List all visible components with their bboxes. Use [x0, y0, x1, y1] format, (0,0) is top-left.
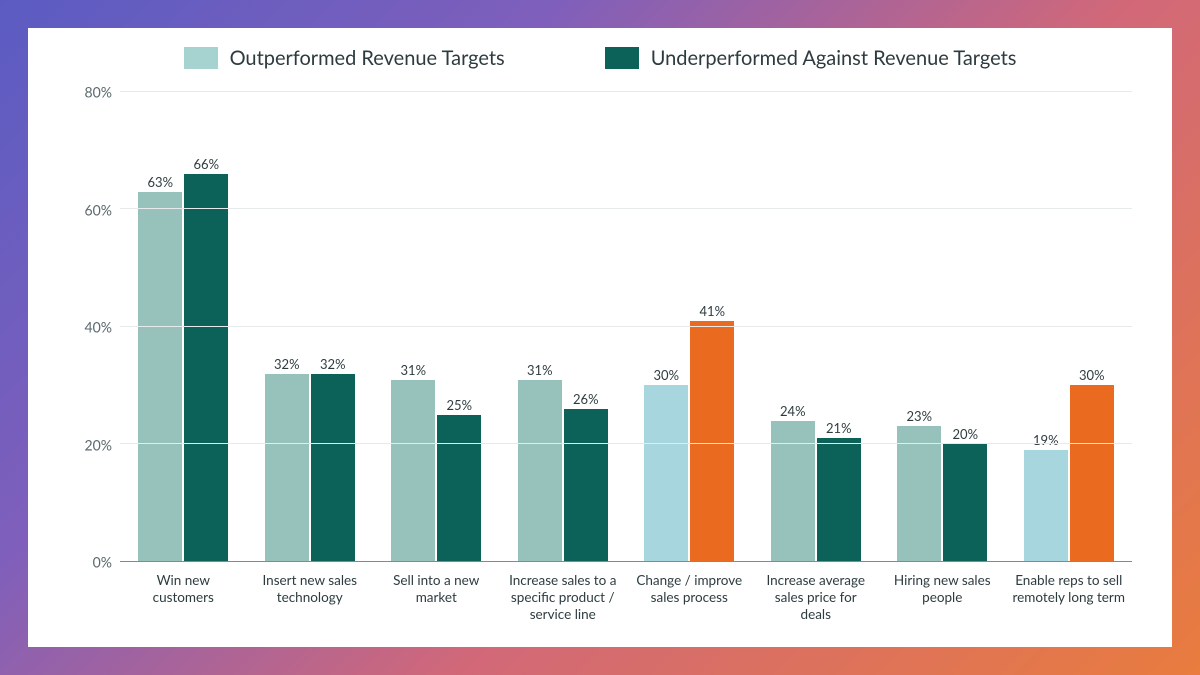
- bar-wrap: 24%: [771, 92, 815, 561]
- y-tick-label: 0%: [93, 554, 112, 571]
- x-axis-label: Enable reps to sell remotely long term: [1006, 572, 1133, 623]
- bar-value-label: 23%: [907, 408, 933, 424]
- bar-underperformed: [817, 438, 861, 561]
- bar-value-label: 41%: [700, 303, 726, 319]
- bar-wrap: 32%: [265, 92, 309, 561]
- bar-group: 24% 21%: [753, 92, 880, 561]
- bar-wrap: 26%: [564, 92, 608, 561]
- bar-wrap: 23%: [897, 92, 941, 561]
- gradient-frame: Outperformed Revenue Targets Underperfor…: [0, 0, 1200, 675]
- bar-wrap: 41%: [690, 92, 734, 561]
- bar-outperformed: [265, 374, 309, 562]
- bar-group: 32% 32%: [247, 92, 374, 561]
- legend-item-underperformed: Underperformed Against Revenue Targets: [605, 46, 1017, 70]
- bar-group: 31% 26%: [500, 92, 627, 561]
- bar-value-label: 20%: [953, 426, 979, 442]
- bar-wrap: 31%: [518, 92, 562, 561]
- bar-outperformed: [1024, 450, 1068, 561]
- bar-wrap: 31%: [391, 92, 435, 561]
- bar-value-label: 21%: [826, 420, 852, 436]
- bar-underperformed: [437, 415, 481, 562]
- y-tick-label: 20%: [85, 436, 112, 453]
- bar-underperformed: [311, 374, 355, 562]
- bar-value-label: 30%: [654, 367, 680, 383]
- x-axis-label: Insert new sales technology: [247, 572, 374, 623]
- legend: Outperformed Revenue Targets Underperfor…: [68, 46, 1132, 70]
- bar-group: 23% 20%: [879, 92, 1006, 561]
- bar-wrap: 30%: [644, 92, 688, 561]
- y-tick-label: 40%: [85, 319, 112, 336]
- bar-wrap: 63%: [138, 92, 182, 561]
- bar-underperformed: [184, 174, 228, 561]
- gridline: [120, 91, 1132, 92]
- bar-outperformed: [391, 380, 435, 562]
- x-axis-label: Sell into a new market: [373, 572, 500, 623]
- bar-value-label: 31%: [527, 362, 553, 378]
- bar-groups: 63%66%32%32%31%25%31%26%30%41%24%21%23%2…: [120, 92, 1132, 561]
- bar-value-label: 19%: [1033, 432, 1059, 448]
- bar-group: 19% 30%: [1006, 92, 1133, 561]
- bar-wrap: 32%: [311, 92, 355, 561]
- legend-swatch-underperformed: [605, 47, 639, 69]
- y-tick-label: 60%: [85, 201, 112, 218]
- bar-underperformed: [690, 321, 734, 562]
- x-axis-labels: Win new customersInsert new sales techno…: [120, 572, 1132, 623]
- chart-panel: Outperformed Revenue Targets Underperfor…: [28, 28, 1172, 647]
- bar-wrap: 66%: [184, 92, 228, 561]
- bar-outperformed: [897, 426, 941, 561]
- bar-group: 30% 41%: [626, 92, 753, 561]
- bar-underperformed: [943, 444, 987, 561]
- legend-label-underperformed: Underperformed Against Revenue Targets: [651, 46, 1017, 70]
- bar-value-label: 24%: [780, 403, 806, 419]
- bar-wrap: 20%: [943, 92, 987, 561]
- bar-value-label: 25%: [447, 397, 473, 413]
- plot-row: 0%20%40%60%80% 63%66%32%32%31%25%31%26%3…: [68, 92, 1132, 562]
- plot-area: 63%66%32%32%31%25%31%26%30%41%24%21%23%2…: [120, 92, 1132, 562]
- legend-label-outperformed: Outperformed Revenue Targets: [230, 46, 505, 70]
- bar-underperformed: [564, 409, 608, 562]
- bar-value-label: 32%: [320, 356, 346, 372]
- bar-wrap: 30%: [1070, 92, 1114, 561]
- bar-wrap: 25%: [437, 92, 481, 561]
- bar-wrap: 19%: [1024, 92, 1068, 561]
- y-tick-label: 80%: [85, 84, 112, 101]
- bar-value-label: 63%: [148, 174, 174, 190]
- bar-group: 31% 25%: [373, 92, 500, 561]
- bar-chart: 0%20%40%60%80% 63%66%32%32%31%25%31%26%3…: [68, 92, 1132, 623]
- bar-value-label: 30%: [1079, 367, 1105, 383]
- bar-wrap: 21%: [817, 92, 861, 561]
- bar-value-label: 26%: [573, 391, 599, 407]
- bar-value-label: 66%: [194, 156, 220, 172]
- gridline: [120, 208, 1132, 209]
- bar-outperformed: [771, 421, 815, 562]
- x-axis-label: Increase sales to a specific product / s…: [500, 572, 627, 623]
- bar-value-label: 32%: [274, 356, 300, 372]
- gridline: [120, 326, 1132, 327]
- bar-outperformed: [644, 385, 688, 561]
- bar-value-label: 31%: [401, 362, 427, 378]
- legend-item-outperformed: Outperformed Revenue Targets: [184, 46, 505, 70]
- bar-outperformed: [518, 380, 562, 562]
- bar-group: 63% 66%: [120, 92, 247, 561]
- bar-outperformed: [138, 192, 182, 562]
- gridline: [120, 443, 1132, 444]
- x-axis-label: Change / improve sales process: [626, 572, 753, 623]
- x-axis-label: Win new customers: [120, 572, 247, 623]
- x-axis-label: Increase average sales price for deals: [753, 572, 880, 623]
- y-axis: 0%20%40%60%80%: [68, 92, 120, 562]
- bar-underperformed: [1070, 385, 1114, 561]
- x-axis-label: Hiring new sales people: [879, 572, 1006, 623]
- legend-swatch-outperformed: [184, 47, 218, 69]
